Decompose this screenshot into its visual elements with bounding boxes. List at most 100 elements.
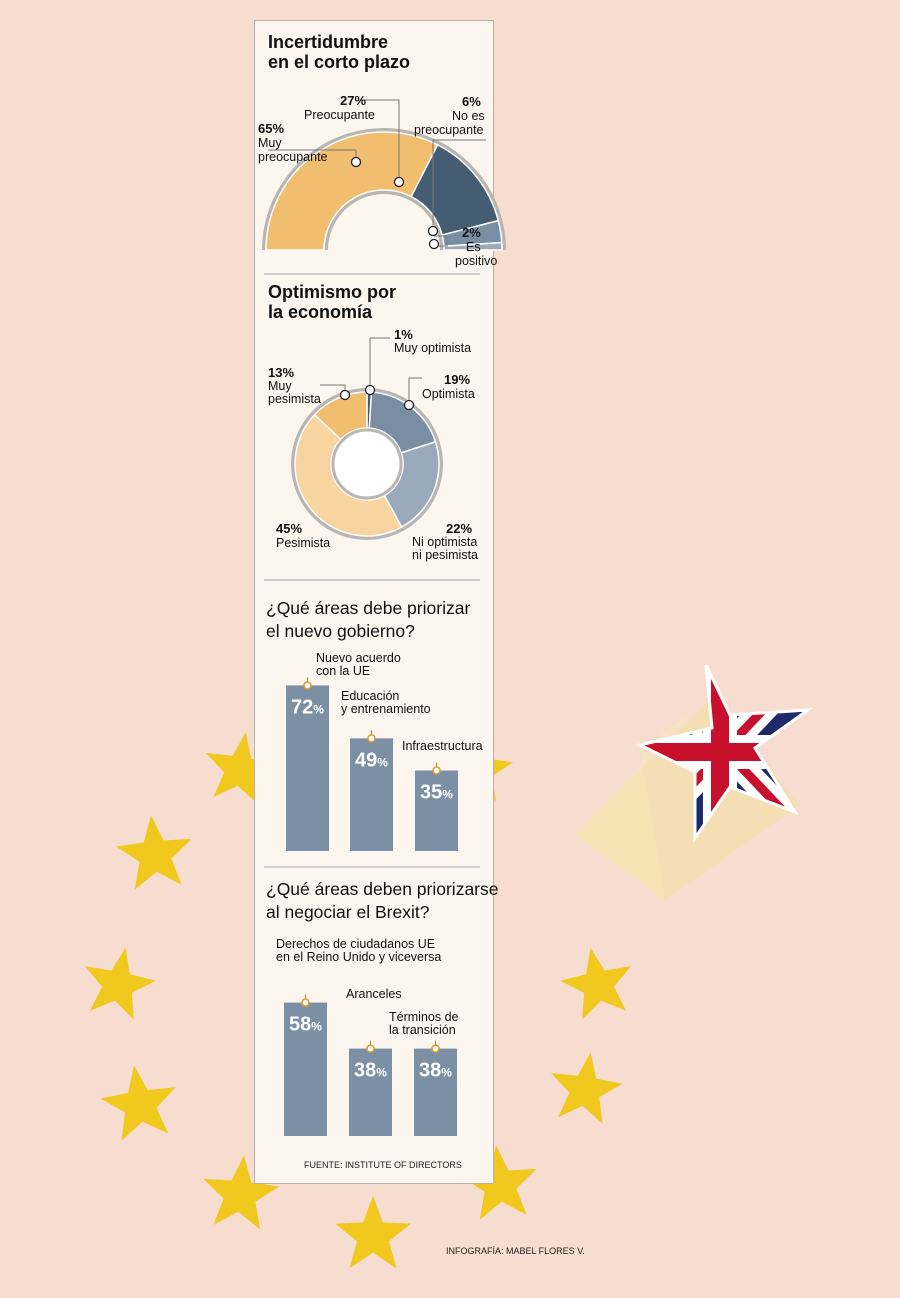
chart3-marker-1 [303,681,312,690]
eu-star-icon [203,1155,280,1230]
chart1-label-2: Es positivo [455,240,497,268]
chart1-pct-27: 27% [340,93,366,108]
chart1-label-2-line-1: Es [466,240,481,254]
chart2-title-line-2: la economía [268,302,373,322]
chart4-bar-3 [414,1048,457,1136]
chart3-value-unit-3: % [442,788,453,802]
chart2-pct-45: 45% [276,521,302,536]
chart-brexit-priorities: ¿Qué áreas deben priorizarse al negociar… [266,879,503,1136]
chart4-title: ¿Qué áreas deben priorizarse al negociar… [266,879,503,922]
chart2-marker-19 [403,399,415,411]
chart4-cat-2: Aranceles [346,987,402,1001]
chart2-label-22-line-2: ni pesimista [412,548,478,562]
chart4-cat-3-line-1: Términos de [389,1010,459,1024]
chart4-bar-1 [284,1002,327,1136]
eu-star-icon [206,732,278,804]
chart2-marker-1 [364,384,376,396]
chart2-hole [331,428,403,500]
chart2-markers [339,384,415,411]
chart3-marker-2 [367,733,376,743]
chart3-cat-2: Educación y entrenamiento [341,689,431,716]
chart2-pct-13: 13% [268,365,294,380]
chart3-value-unit-1: % [313,702,324,716]
chart2-slices [294,391,440,537]
chart1-pct-2: 2% [462,225,481,240]
chart3-bar-1 [286,685,329,851]
chart3-cat-1-line-2: con la UE [316,664,370,678]
chart1-label-65-line-2: preocupante [258,150,328,164]
eu-star-icon [115,815,192,890]
chart2-pct-1: 1% [394,327,413,342]
chart2-label-19: Optimista [422,387,475,401]
chart2-title: Optimismo por la economía [268,282,401,322]
chart3-value-1: 72% [291,696,324,718]
chart3-value-3: 35% [420,782,453,804]
chart3-value-2: 49% [355,749,388,771]
chart1-marker-6 [427,225,439,237]
chart2-label-1: Muy optimista [394,341,471,355]
chart4-cat-1: Derechos de ciudadanos UE en el Reino Un… [276,937,441,964]
chart4-bar-2 [349,1048,392,1136]
chart4-title-line-2: al negociar el Brexit? [266,902,430,922]
chart2-label-13-line-1: Muy [268,379,292,393]
chart1-label-65-line-1: Muy [258,136,282,150]
chart1-label-6-line-2: preocupante [414,123,484,137]
chart3-value-unit-2: % [377,755,388,769]
chart3-cat-2-line-1: Educación [341,689,399,703]
chart1-marker-27 [393,176,405,188]
credit-note: INFOGRAFÍA: MABEL FLORES V. [446,1246,585,1256]
chart4-marker-3 [431,1044,440,1053]
chart1-label-65: Muy preocupante [258,136,328,164]
chart4-cat-1-line-2: en el Reino Unido y viceversa [276,950,441,964]
chart4-value-2: 38% [354,1060,387,1082]
chart2-label-13-line-2: pesimista [268,392,321,406]
eu-star-icon [335,1196,411,1269]
chart1-title: Incertidumbre en el corto plazo [268,32,410,72]
chart4-value-number-2: 38 [354,1060,376,1082]
chart4-value-unit-1: % [311,1020,322,1034]
chart1-pct-6: 6% [462,94,481,109]
chart3-title: ¿Qué áreas debe priorizar el nuevo gobie… [266,598,475,641]
chart2-label-22: Ni optimista ni pesimista [412,535,481,562]
chart1-label-2-line-2: positivo [455,254,497,268]
chart3-bars: 72%49%35% [286,677,458,851]
chart4-value-3: 38% [419,1060,452,1082]
chart3-cat-3: Infraestructura [402,739,483,753]
chart3-title-line-2: el nuevo gobierno? [266,621,415,641]
chart2-slice-3 [383,440,440,529]
chart3-value-number-1: 72 [291,696,313,718]
chart4-value-1: 58% [289,1014,322,1036]
chart2-label-13: Muy pesimista [268,379,321,406]
chart3-cat-1-line-1: Nuevo acuerdo [316,651,401,665]
chart4-cat-3-line-2: la transición [389,1023,456,1037]
chart1-marker-65 [350,156,362,168]
chart2-title-line-1: Optimismo por [268,282,396,302]
chart4-cat-1-line-1: Derechos de ciudadanos UE [276,937,435,951]
chart1-pct-65: 65% [258,121,284,136]
chart3-title-line-1: ¿Qué áreas debe priorizar [266,598,470,618]
chart3-value-number-3: 35 [420,782,442,804]
chart2-slice-4 [294,413,403,537]
chart1-marker-2 [428,238,440,250]
eu-star-icon [84,947,156,1020]
chart-government-priorities: ¿Qué áreas debe priorizar el nuevo gobie… [266,598,483,851]
chart1-markers [350,156,440,250]
chart3-cat-2-line-2: y entrenamiento [341,702,431,716]
chart1-label-27: Preocupante [304,108,375,122]
chart1-slice-4 [443,241,503,251]
chart1-slice-1 [265,131,439,251]
chart4-marker-1 [301,998,310,1007]
chart3-cat-1: Nuevo acuerdo con la UE [316,651,404,678]
chart4-cat-3: Términos de la transición [389,1010,462,1037]
chart2-pct-22: 22% [446,521,472,536]
eu-star-icon [100,1065,176,1141]
chart4-value-number-1: 58 [289,1014,311,1036]
chart3-bar-2 [350,738,393,851]
chart4-marker-2 [366,1044,375,1053]
chart4-value-number-3: 38 [419,1060,441,1082]
chart-optimism: Optimismo por la economía 1% Muy optimis… [268,282,481,562]
chart3-bar-3 [415,770,458,851]
chart1-label-6-line-1: No es [452,109,485,123]
